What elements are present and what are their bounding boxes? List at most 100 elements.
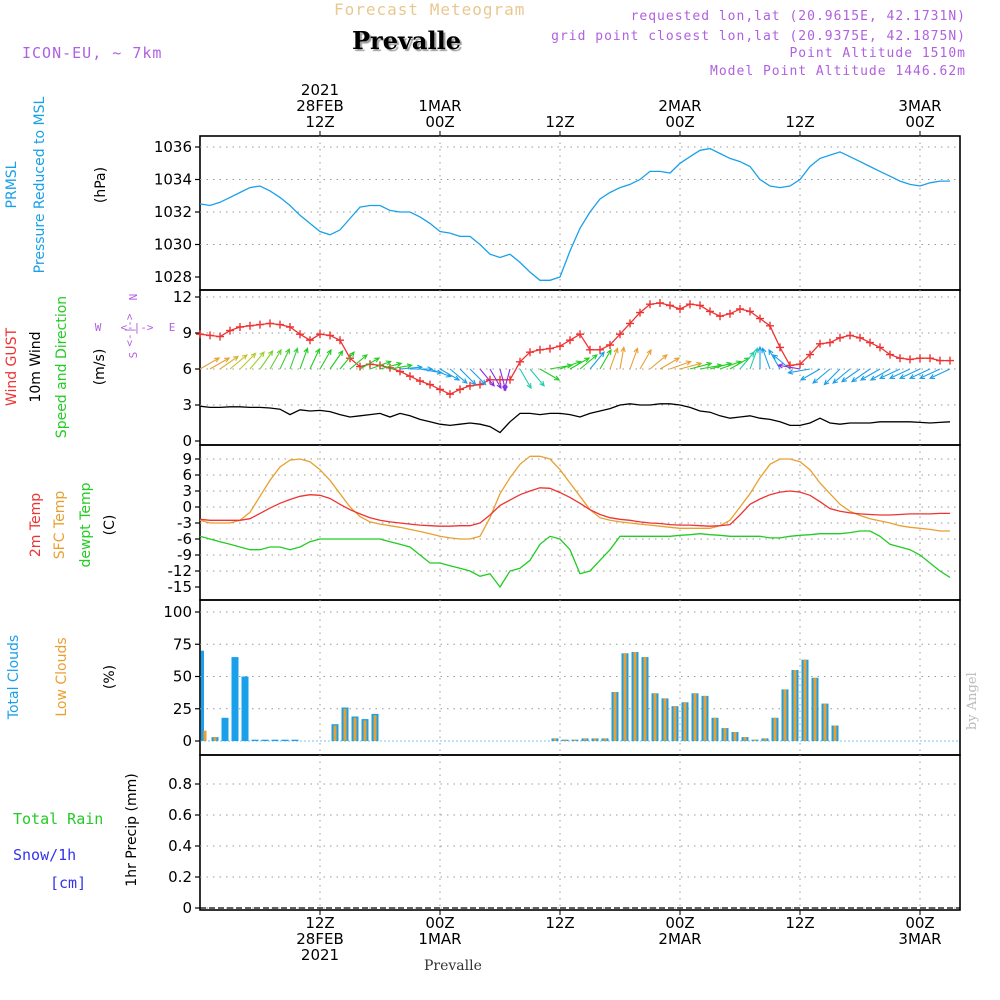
wind-vector: [199, 357, 221, 370]
panel-frame-2: [199, 289, 961, 446]
axis-series-label-3: dewpt Temp: [78, 482, 94, 567]
gust-marker: [426, 380, 434, 389]
gust-marker: [786, 361, 794, 370]
gust-marker: [616, 330, 624, 339]
total-cloud-bar: [281, 739, 289, 741]
bottom-time-label: 12Z: [545, 914, 574, 932]
wind-vector: [629, 347, 639, 370]
axis-series-label-2: 10m Wind: [28, 331, 44, 402]
y-tick-label: -15: [168, 578, 193, 596]
low-cloud-bar: [553, 738, 557, 741]
gust-marker: [746, 307, 754, 316]
panel-frame-1: [199, 135, 961, 291]
low-cloud-bar: [833, 725, 837, 741]
wind-vector: [299, 347, 309, 370]
gust-marker: [246, 321, 254, 330]
y-tick-label: 0.6: [168, 806, 192, 824]
gust-marker: [526, 348, 534, 357]
gust-marker: [696, 301, 704, 310]
y-tick-label: 3: [182, 396, 192, 414]
y-tick-label: 0.2: [168, 868, 192, 886]
low-cloud-bar: [643, 657, 647, 741]
total-cloud-bar: [251, 739, 259, 741]
precip-snow-label: Snow/1h: [13, 846, 76, 864]
gust-marker: [556, 342, 564, 351]
low-cloud-bar: [743, 737, 747, 741]
wind-vector: [823, 368, 841, 386]
wind-vector: [850, 368, 871, 383]
wind-vector: [599, 348, 612, 370]
low-cloud-bar: [763, 738, 767, 741]
gust-marker: [816, 339, 824, 348]
model-label: ICON-EU, ~ 7km: [22, 44, 163, 62]
low-cloud-bar: [353, 717, 357, 741]
wind-vector: [309, 347, 320, 370]
gust-marker: [866, 338, 874, 347]
wind-vector: [609, 347, 619, 370]
gust-marker: [586, 345, 594, 354]
gust-marker: [356, 362, 364, 371]
wind-vector: [579, 354, 598, 370]
wind-vector: [649, 354, 668, 370]
wind-vector: [918, 368, 941, 379]
wind-vector: [259, 349, 274, 370]
wind-vector: [840, 368, 861, 383]
bottom-time-label: 12Z: [305, 914, 334, 932]
gust-marker: [676, 305, 684, 313]
wind-vector: [359, 357, 381, 370]
gust-marker: [226, 326, 234, 335]
y-tick-label: -12: [168, 562, 193, 580]
gust-marker: [326, 331, 334, 340]
wind-vector: [777, 363, 801, 370]
top-time-label: 3MAR: [898, 97, 941, 115]
axis-unit-label: (%): [102, 665, 118, 689]
y-tick-label: 75: [173, 635, 192, 653]
wind-vector: [289, 347, 299, 370]
gust-marker: [236, 323, 244, 331]
top-time-label: 12Z: [785, 113, 814, 131]
low-cloud-bar: [733, 732, 737, 741]
top-time-label: 00Z: [905, 113, 934, 131]
gust-marker: [296, 330, 304, 339]
y-tick-label: 0: [182, 899, 192, 917]
gust-marker: [896, 354, 904, 363]
gust-marker: [286, 323, 294, 331]
gust-marker: [196, 330, 204, 339]
bottom-time-label: 28FEB: [296, 930, 343, 948]
y-tick-label: 6: [182, 360, 192, 378]
gust-marker: [686, 300, 694, 309]
y-tick-label: 1036: [154, 138, 192, 156]
y-tick-label: 9: [182, 450, 192, 468]
y-tick-label: 9: [182, 324, 192, 342]
wind-vector: [739, 351, 755, 370]
wind-vector: [279, 347, 290, 370]
y-tick-label: 0: [182, 498, 192, 516]
y-tick-label: -6: [177, 530, 192, 548]
precip-rain-label: Total Rain: [13, 810, 103, 828]
gust-marker: [846, 331, 854, 340]
wind-vector: [761, 347, 771, 370]
bottom-time-label: 2MAR: [658, 930, 701, 948]
wind-vector: [389, 363, 413, 370]
low-cloud-bar: [583, 738, 587, 741]
wind10m-line: [199, 403, 951, 434]
gust-marker: [346, 354, 354, 363]
panel-frame-5: [199, 754, 961, 911]
top-time-label: 12Z: [305, 113, 334, 131]
model-point-altitude: Model Point Altitude 1446.62m: [710, 64, 966, 79]
compass-east: E: [169, 321, 176, 334]
wind-vector: [319, 348, 332, 370]
gust-marker: [206, 331, 214, 340]
axis-series-label-3: 2m Temp: [28, 493, 44, 557]
top-time-label: 00Z: [425, 113, 454, 131]
low-cloud-bar: [803, 659, 807, 741]
requested-coordinates: requested lon,lat (20.9615E, 42.1731N): [630, 9, 966, 24]
wind-vector: [349, 354, 368, 370]
gust-marker: [466, 381, 474, 390]
wind-vector: [679, 361, 703, 370]
wind-vector: [689, 361, 713, 370]
top-time-label: 00Z: [665, 113, 694, 131]
gust-marker: [926, 354, 934, 363]
gust-marker: [486, 375, 494, 384]
gust-marker: [906, 355, 914, 364]
